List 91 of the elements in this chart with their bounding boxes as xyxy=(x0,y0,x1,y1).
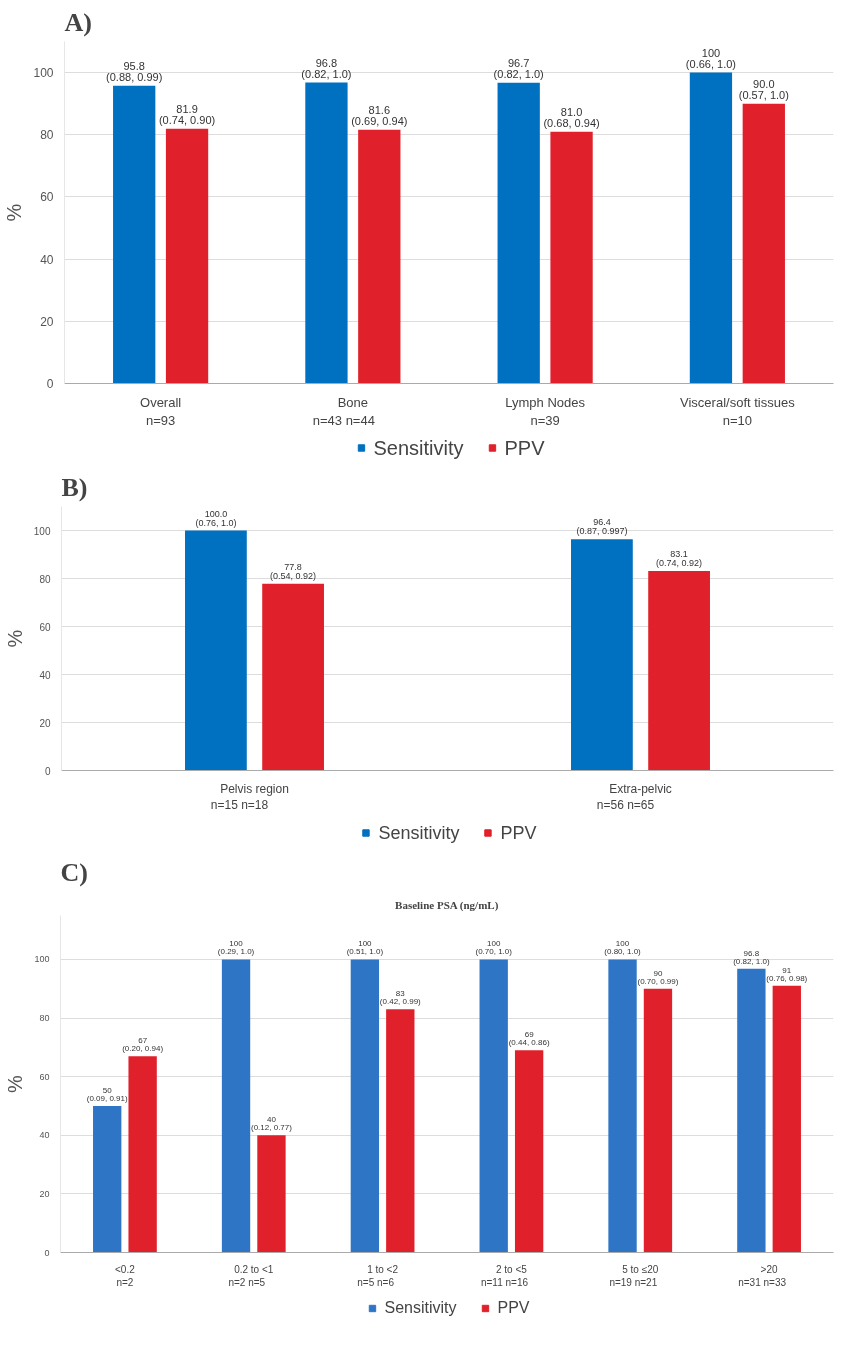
y-tick-label: 100 xyxy=(34,954,50,965)
bar xyxy=(128,1056,157,1253)
y-tick-label: 60 xyxy=(39,621,51,633)
x-tick-label: Pelvis region n=15 n=18 xyxy=(210,781,289,813)
data-label: 96.8 (0.82, 1.0) xyxy=(301,56,352,80)
x-tick-label: >20 n=31 n=33 xyxy=(738,1263,787,1288)
bar xyxy=(257,1135,286,1253)
data-label: 96.4 (0.87, 0.997) xyxy=(576,517,628,537)
x-tick-label: Visceral/soft tissues n=10 xyxy=(680,394,796,428)
bar xyxy=(350,959,380,1253)
bar xyxy=(305,82,348,384)
data-label: 67 (0.20, 0.94) xyxy=(122,1036,164,1054)
bar xyxy=(358,129,401,384)
legend-label: PPV xyxy=(500,822,537,843)
y-tick-label: 40 xyxy=(39,669,51,681)
bar xyxy=(772,985,801,1253)
y-tick-label: 80 xyxy=(40,128,54,143)
data-label: 83 (0.42, 0.99) xyxy=(379,989,422,1007)
bar xyxy=(185,530,247,771)
bar xyxy=(737,968,766,1253)
legend-label: Sensitivity xyxy=(373,436,464,459)
bar xyxy=(571,539,633,771)
data-label: 90 (0.70, 0.99) xyxy=(637,968,679,986)
legend-label: PPV xyxy=(504,436,545,459)
chart-title: A) xyxy=(64,7,92,37)
data-label: 100 (0.70, 1.0) xyxy=(475,939,513,957)
bar xyxy=(742,103,785,384)
y-tick-label: 60 xyxy=(40,190,54,205)
legend-label: Sensitivity xyxy=(384,1298,457,1317)
bar xyxy=(479,959,508,1253)
y-tick-label: 80 xyxy=(39,1013,50,1024)
bar xyxy=(113,85,156,384)
data-label: 91 (0.76, 0.98) xyxy=(766,965,808,983)
y-tick-label: 80 xyxy=(39,573,51,585)
data-label: 40 (0.12, 0.77) xyxy=(251,1115,293,1133)
x-tick-label: Lymph Nodes n=39 xyxy=(505,394,586,428)
y-tick-label: 20 xyxy=(40,314,54,329)
bar xyxy=(262,583,324,771)
data-label: 81.9 (0.74, 0.90) xyxy=(158,102,216,126)
y-axis-title: % xyxy=(4,1074,27,1093)
data-label: 50 (0.09, 0.91) xyxy=(86,1085,128,1103)
y-tick-label: 20 xyxy=(39,1188,50,1199)
bar xyxy=(514,1050,544,1253)
chart-title: C) xyxy=(60,857,88,887)
bar xyxy=(550,131,593,384)
x-tick-label: Extra-pelvic n=56 n=65 xyxy=(596,781,672,813)
y-axis-title: % xyxy=(3,203,26,222)
chart-subtitle: Baseline PSA (ng/mL) xyxy=(395,898,499,912)
data-label: 100.0 (0.76, 1.0) xyxy=(195,508,237,528)
bar xyxy=(93,1105,122,1253)
data-label: 96.7 (0.82, 1.0) xyxy=(493,56,544,80)
y-tick-label: 60 xyxy=(39,1071,50,1082)
x-tick-label: 2 to <5 n=11 n=16 xyxy=(480,1263,529,1288)
data-label: 81.0 (0.68, 0.94) xyxy=(543,105,600,129)
legend-label: Sensitivity xyxy=(378,822,460,843)
data-label: 77.8 (0.54, 0.92) xyxy=(270,561,317,581)
data-label: 90.0 (0.57, 1.0) xyxy=(738,77,789,101)
bar xyxy=(165,128,209,384)
bar xyxy=(608,959,637,1253)
bar xyxy=(386,1009,415,1253)
bar xyxy=(689,72,733,384)
x-tick-label: <0.2 n=2 xyxy=(115,1263,136,1288)
bar xyxy=(648,571,710,771)
data-label: 100 (0.29, 1.0) xyxy=(217,939,255,957)
y-tick-label: 0 xyxy=(44,1247,50,1258)
legend-label: PPV xyxy=(497,1298,530,1317)
x-tick-label: 1 to <2 n=5 n=6 xyxy=(357,1263,399,1288)
data-label: 69 (0.44, 0.86) xyxy=(508,1030,550,1048)
y-tick-label: 0 xyxy=(44,765,51,777)
x-tick-label: Overall n=93 xyxy=(140,394,182,428)
bar xyxy=(221,959,251,1253)
data-label: 100 (0.66, 1.0) xyxy=(685,46,737,70)
y-tick-label: 40 xyxy=(40,252,54,267)
y-tick-label: 100 xyxy=(33,66,54,81)
data-label: 81.6 (0.69, 0.94) xyxy=(351,103,408,127)
bar xyxy=(643,988,673,1253)
x-tick-label: 0.2 to <1 n=2 n=5 xyxy=(228,1263,274,1288)
y-tick-label: 100 xyxy=(33,525,51,537)
y-tick-label: 40 xyxy=(39,1130,50,1141)
chart-title: B) xyxy=(61,472,88,502)
x-tick-label: 5 to ≤20 n=19 n=21 xyxy=(609,1263,659,1288)
y-tick-label: 0 xyxy=(46,377,54,391)
data-label: 100 (0.80, 1.0) xyxy=(604,939,642,957)
data-label: 95.8 (0.88, 0.99) xyxy=(106,59,163,83)
bar xyxy=(497,82,540,384)
data-label: 96.8 (0.82, 1.0) xyxy=(733,948,770,966)
data-label: 83.1 (0.74, 0.92) xyxy=(656,549,703,569)
data-label: 100 (0.51, 1.0) xyxy=(346,939,384,957)
x-tick-label: Bone n=43 n=44 xyxy=(312,394,375,428)
y-tick-label: 20 xyxy=(39,717,51,729)
y-axis-title: % xyxy=(3,629,26,648)
